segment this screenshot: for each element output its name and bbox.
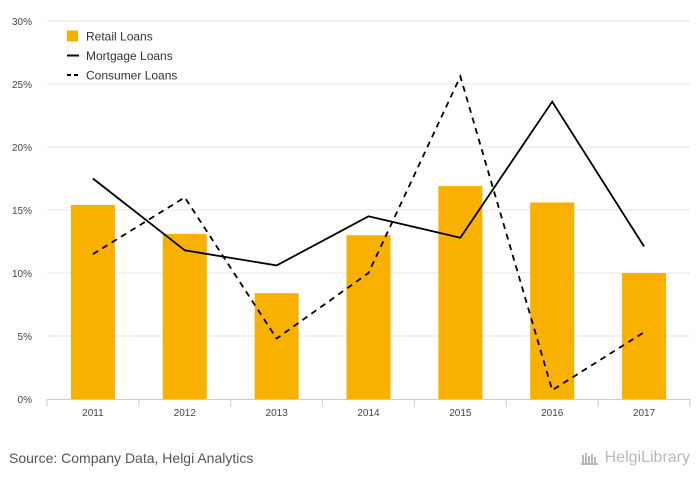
series-line-mortgage-loans (92, 99, 645, 267)
brand-name: HelgiLibrary (604, 449, 690, 466)
library-icon (580, 453, 598, 465)
legend-label-retail-loans: Retail Loans (86, 30, 153, 44)
y-tick-label: 30% (12, 17, 32, 28)
bar-2017 (622, 273, 667, 399)
y-tick-label: 25% (12, 80, 32, 91)
x-tick-label: 2011 (82, 408, 104, 419)
x-tick-label: 2017 (633, 408, 656, 419)
bar-2016 (530, 202, 575, 399)
bar-2011 (70, 204, 115, 399)
y-tick-label: 20% (12, 143, 32, 154)
y-axis: 0% 5% 10% 15% 20% 25% 30% (12, 17, 32, 406)
bar-2014 (346, 235, 391, 399)
x-tick-label: 2016 (541, 408, 564, 419)
y-tick-label: 10% (12, 269, 32, 280)
legend: Retail Loans Mortgage Loans Consumer Loans (67, 30, 177, 83)
x-tick-label: 2014 (357, 408, 380, 419)
x-ticks: 2011 2012 2013 2014 2015 2016 2017 (82, 408, 655, 419)
bars (70, 186, 667, 399)
bar-2015 (438, 186, 483, 399)
series-line-consumer-loans (92, 73, 645, 392)
y-tick-label: 0% (18, 395, 33, 406)
source-note: Source: Company Data, Helgi Analytics (9, 450, 254, 466)
legend-swatch-retail-loans (67, 30, 78, 42)
brand-logo: HelgiLibrary (580, 449, 690, 467)
bar-2013 (254, 293, 299, 399)
grid (47, 20, 690, 337)
x-tick-label: 2012 (174, 408, 197, 419)
bar-2012 (162, 233, 207, 399)
legend-label-consumer-loans: Consumer Loans (86, 69, 177, 83)
x-axis (46, 399, 691, 407)
y-tick-label: 15% (12, 206, 32, 217)
y-tick-label: 5% (18, 332, 33, 343)
lines (92, 73, 645, 392)
x-tick-label: 2015 (449, 408, 472, 419)
legend-label-mortgage-loans: Mortgage Loans (86, 49, 173, 63)
x-tick-label: 2013 (266, 408, 289, 419)
